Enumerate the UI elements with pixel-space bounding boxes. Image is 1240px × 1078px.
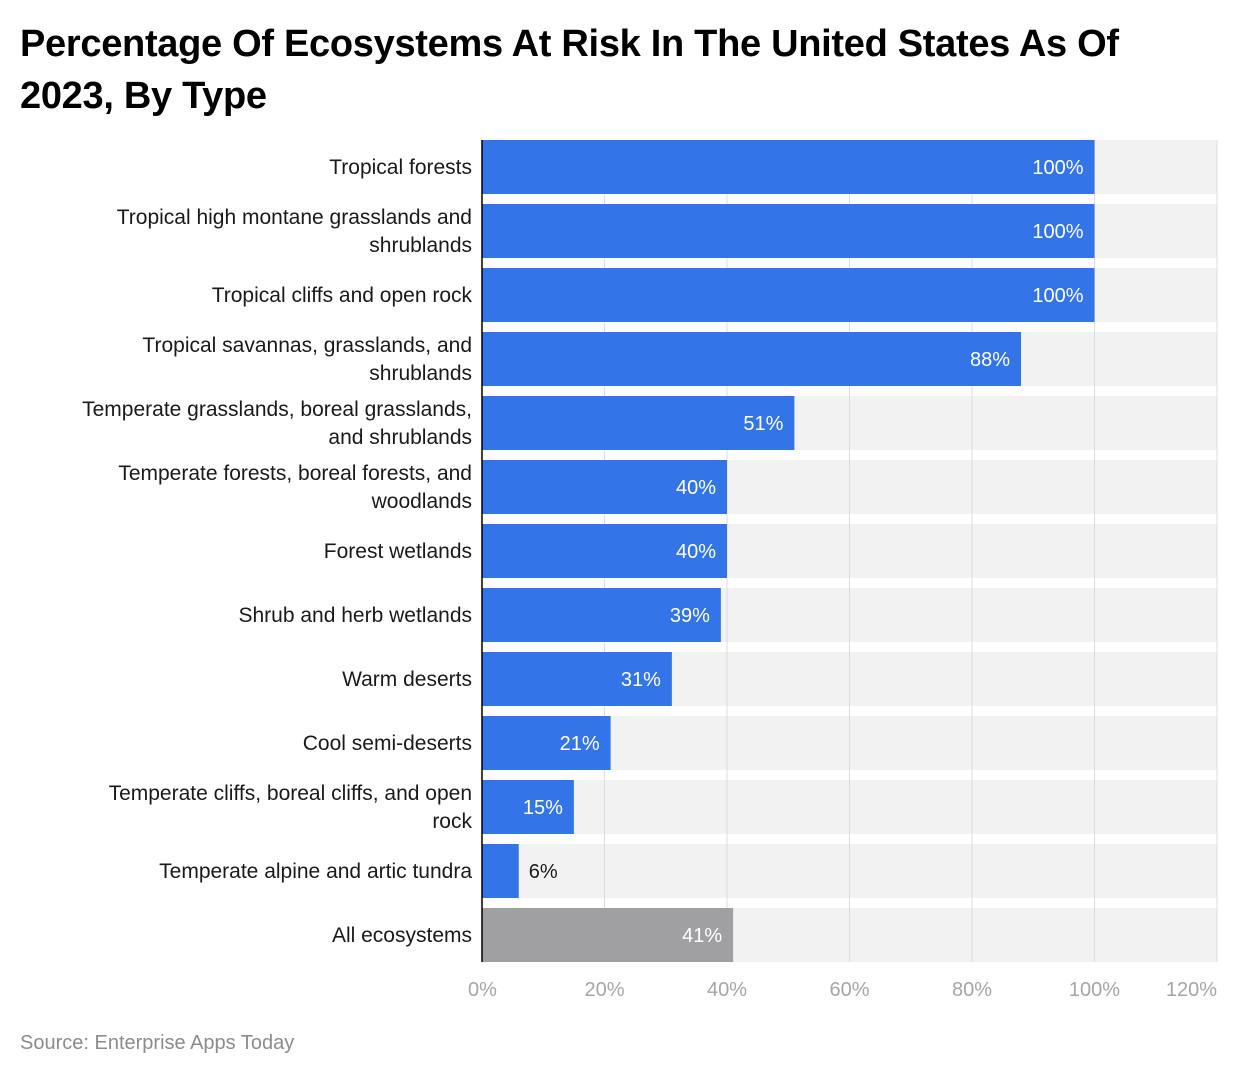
bar [482,396,795,450]
value-label: 21% [560,733,600,755]
value-label: 100% [1032,285,1083,307]
bar [482,268,1095,322]
bar [482,908,734,962]
bar [482,204,1095,258]
bar [482,716,611,770]
value-label: 40% [676,477,716,499]
value-label: 88% [970,349,1010,371]
category-label: Tropical forests [329,156,472,179]
category-label: Temperate forests, boreal forests, and wo… [118,462,472,513]
category-label: Tropical cliffs and open rock [212,284,473,307]
bar [482,332,1021,386]
chart-title: Percentage Of Ecosystems At Risk In The … [20,23,1119,117]
x-tick-label: 0% [468,979,497,1001]
value-label: 15% [523,797,563,819]
category-label: All ecosystems [332,924,472,947]
x-tick-label: 20% [584,979,624,1001]
category-label: Temperate cliffs, boreal cliffs, and ope… [109,782,473,833]
category-label: Temperate grasslands, boreal grasslands,… [82,398,472,449]
category-label: Shrub and herb wetlands [239,604,473,627]
category-label: Temperate alpine and artic tundra [159,860,472,883]
bar [482,460,727,514]
value-label: 40% [676,541,716,563]
x-tick-label: 80% [952,979,992,1001]
bar [482,652,672,706]
value-label: 100% [1032,157,1083,179]
category-label: Cool semi-deserts [303,732,472,755]
x-tick-label: 120% [1166,979,1217,1001]
x-tick-label: 40% [707,979,747,1001]
x-tick-label: 60% [829,979,869,1001]
source-note: Source: Enterprise Apps Today [20,1032,295,1054]
bar [482,524,727,578]
value-label: 51% [743,413,783,435]
category-label: Tropical high montane grasslands and shru… [117,206,472,257]
category-label: Tropical savannas, grasslands, and shrubl… [142,334,472,385]
value-label: 31% [621,669,661,691]
x-tick-label: 100% [1069,979,1120,1001]
bar [482,780,574,834]
bar [482,844,519,898]
value-label: 6% [529,861,558,883]
value-label: 39% [670,605,710,627]
category-label: Forest wetlands [324,540,472,563]
value-label: 100% [1032,221,1083,243]
bar [482,588,721,642]
value-label: 41% [682,925,722,947]
category-label: Warm deserts [342,668,472,691]
bar [482,140,1095,194]
